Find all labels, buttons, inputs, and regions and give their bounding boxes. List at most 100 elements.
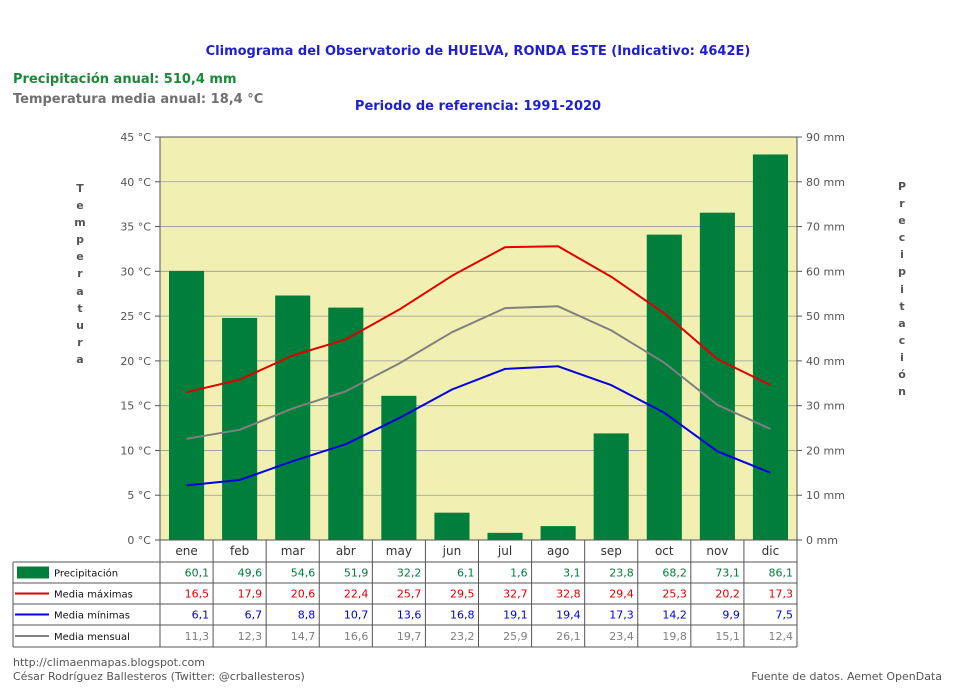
legend-label: Precipitación bbox=[54, 568, 118, 580]
month-label: oct bbox=[655, 544, 674, 558]
y-left-tick-label: 20 °C bbox=[120, 355, 151, 368]
y-right-tick-label: 20 mm bbox=[806, 444, 845, 457]
table-cell-value: 26,1 bbox=[556, 630, 581, 643]
table-cell-value: 22,4 bbox=[344, 588, 369, 601]
axis-title-letter: a bbox=[76, 352, 84, 366]
table-cell-value: 49,6 bbox=[238, 567, 263, 580]
max-temperature-line bbox=[186, 245, 771, 394]
table-cell-value: 12,3 bbox=[238, 630, 263, 643]
table-cell-value: 19,7 bbox=[397, 630, 422, 643]
axis-title-letter: m bbox=[74, 216, 86, 230]
y-left-tick-label: 10 °C bbox=[120, 444, 151, 457]
precipitation-bar bbox=[275, 295, 311, 540]
table-cell-value: 17,3 bbox=[769, 588, 794, 601]
y-right-tick-label: 50 mm bbox=[806, 310, 845, 323]
table-cell-value: 19,4 bbox=[556, 609, 581, 622]
table-cell-value: 73,1 bbox=[715, 567, 740, 580]
y-left-tick-label: 30 °C bbox=[120, 265, 151, 278]
axis-title-letter: T bbox=[76, 182, 84, 195]
month-label: mar bbox=[281, 544, 305, 558]
footer-author: César Rodríguez Ballesteros (Twitter: @c… bbox=[13, 670, 305, 683]
precipitation-bar bbox=[381, 395, 417, 540]
precipitation-bar bbox=[593, 433, 629, 540]
legend-label: Media mínimas bbox=[54, 610, 130, 622]
table-cell-value: 20,6 bbox=[291, 588, 316, 601]
table-cell-value: 23,8 bbox=[609, 567, 634, 580]
table-cell-value: 15,1 bbox=[715, 630, 740, 643]
annual-temperature: Temperatura media anual: 18,4 °C bbox=[13, 92, 264, 107]
table-cell-value: 6,1 bbox=[457, 567, 475, 580]
month-label: dic bbox=[762, 544, 780, 558]
precipitation-bar bbox=[328, 307, 364, 540]
y-left-tick-label: 35 °C bbox=[120, 221, 151, 234]
legend-precipitation-swatch bbox=[17, 566, 49, 579]
footer-blog-url: http://climaenmapas.blogspot.com bbox=[13, 656, 205, 669]
y-right-tick-label: 90 mm bbox=[806, 131, 845, 144]
month-label: may bbox=[386, 544, 412, 558]
table-cell-value: 17,3 bbox=[609, 609, 634, 622]
table-cell-value: 86,1 bbox=[769, 567, 794, 580]
table-cell-value: 32,7 bbox=[503, 588, 528, 601]
axis-title-letter: t bbox=[899, 299, 905, 313]
table-cell-value: 14,7 bbox=[291, 630, 316, 643]
precipitation-bar bbox=[699, 212, 735, 540]
table-cell-value: 6,1 bbox=[192, 609, 210, 622]
table-cell-value: 14,2 bbox=[662, 609, 687, 622]
legend-label: Media mensual bbox=[54, 632, 130, 643]
table-cell-value: 16,6 bbox=[344, 630, 369, 643]
axis-title-letter: n bbox=[898, 385, 906, 399]
y-left-tick-label: 15 °C bbox=[120, 400, 151, 413]
table-cell-value: 29,5 bbox=[450, 588, 475, 601]
y-right-tick-label: 80 mm bbox=[806, 176, 845, 189]
table-cell-value: 16,5 bbox=[185, 588, 210, 601]
annual-precipitation: Precipitación anual: 510,4 mm bbox=[13, 72, 237, 87]
y-right-tick-label: 70 mm bbox=[806, 221, 845, 234]
table-cell-value: 12,4 bbox=[769, 630, 794, 643]
table-cell-value: 32,8 bbox=[556, 588, 581, 601]
chart-title: Climograma del Observatorio de HUELVA, R… bbox=[205, 44, 751, 59]
table-cell-value: 25,3 bbox=[662, 588, 687, 601]
y-right-tick-label: 30 mm bbox=[806, 400, 845, 413]
footer-data-source: Fuente de datos. Aemet OpenData bbox=[751, 670, 942, 683]
table-cell-value: 68,2 bbox=[662, 567, 687, 580]
axis-title-letter: p bbox=[76, 233, 84, 247]
axis-title-letter: r bbox=[77, 335, 83, 349]
table-cell-value: 11,3 bbox=[185, 630, 210, 643]
table-cell-value: 29,4 bbox=[609, 588, 634, 601]
table-cell-value: 51,9 bbox=[344, 567, 369, 580]
reference-period: Periodo de referencia: 1991-2020 bbox=[354, 99, 602, 114]
month-label: nov bbox=[706, 544, 728, 558]
table-cell-value: 16,8 bbox=[450, 609, 475, 622]
axis-title-letter: a bbox=[76, 284, 84, 298]
legend-label: Media máximas bbox=[54, 589, 133, 601]
table-cell-value: 23,2 bbox=[450, 630, 475, 643]
month-label: jul bbox=[497, 544, 512, 558]
month-label: jun bbox=[442, 544, 462, 558]
axis-title-letter: u bbox=[76, 318, 84, 332]
axis-title-letter: r bbox=[899, 197, 905, 211]
y-left-tick-label: 25 °C bbox=[120, 310, 151, 323]
table-cell-value: 25,7 bbox=[397, 588, 422, 601]
plot-area bbox=[160, 137, 797, 540]
precipitation-bar bbox=[169, 270, 205, 540]
axis-title-letter: i bbox=[900, 248, 904, 262]
table-cell-value: 17,9 bbox=[238, 588, 263, 601]
y-right-tick-label: 60 mm bbox=[806, 265, 845, 278]
precipitation-bar bbox=[540, 526, 576, 540]
axis-title-letter: i bbox=[900, 282, 904, 296]
month-label: ago bbox=[547, 544, 569, 558]
table-cell-value: 6,7 bbox=[245, 609, 263, 622]
precipitation-bar bbox=[434, 512, 470, 540]
axis-title-letter: r bbox=[77, 267, 83, 281]
table-cell-value: 23,4 bbox=[609, 630, 634, 643]
axis-title-letter: e bbox=[898, 214, 906, 228]
axis-title-letter: i bbox=[900, 350, 904, 364]
table-cell-value: 3,1 bbox=[563, 567, 581, 580]
table-cell-value: 25,9 bbox=[503, 630, 528, 643]
precipitation-bar bbox=[752, 154, 788, 541]
table-cell-value: 60,1 bbox=[185, 567, 210, 580]
axis-title-letter: P bbox=[897, 180, 907, 193]
